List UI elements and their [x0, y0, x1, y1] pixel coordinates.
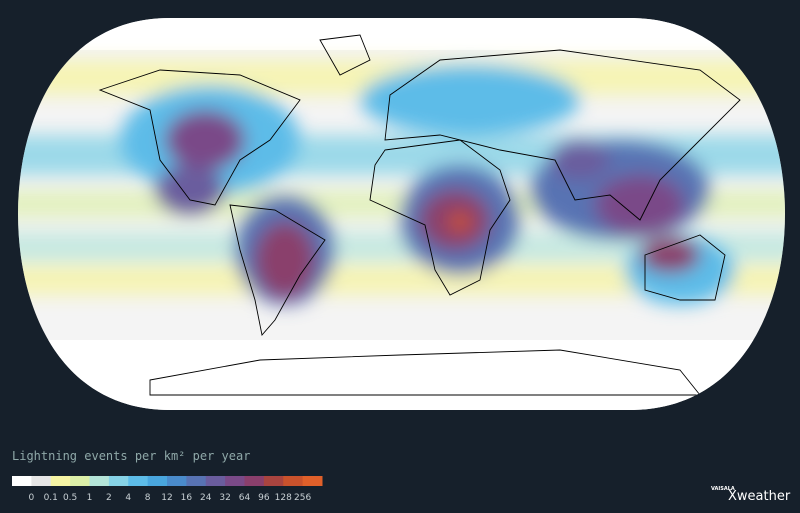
color-swatch [302, 476, 323, 486]
legend-labels: 0 0.1 0.5 1 2 4 8 12 16 24 32 64 96 128 256 [29, 493, 312, 503]
legend-label: 64 [239, 493, 251, 503]
map [18, 18, 785, 410]
legend-label: 2 [106, 493, 112, 503]
legend-label: 4 [125, 493, 131, 503]
legend-label: 256 [294, 493, 311, 503]
color-swatch [108, 476, 129, 486]
color-swatch [167, 476, 187, 486]
legend-label: 32 [219, 493, 230, 503]
color-swatch [147, 476, 168, 486]
color-swatch [205, 476, 226, 486]
color-swatch [31, 476, 52, 486]
legend-label: 24 [200, 493, 212, 503]
legend-label: 96 [258, 493, 270, 503]
color-swatch [186, 476, 207, 486]
legend-label: 0.5 [63, 493, 77, 503]
color-swatch [89, 476, 110, 486]
color-swatch [263, 476, 284, 486]
legend-label: 128 [275, 493, 292, 503]
color-swatch [244, 476, 265, 486]
color-swatch [225, 476, 245, 486]
legend-label: 16 [181, 493, 193, 503]
legend-title: Lightning events per km² per year [12, 449, 250, 463]
color-swatch [70, 476, 90, 486]
color-swatch [12, 476, 32, 486]
color-swatch [50, 476, 71, 486]
legend-label: 0.1 [44, 493, 58, 503]
legend-label: 8 [145, 493, 151, 503]
color-bar [12, 476, 323, 486]
color-swatch [128, 476, 149, 486]
color-swatch [283, 476, 304, 486]
coastlines [98, 34, 741, 396]
legend-label: 1 [87, 493, 93, 503]
logo-brand: VAISALA [711, 486, 735, 492]
logo-product: Xweather [728, 489, 791, 504]
legend-label: 12 [161, 493, 172, 503]
legend-label: 0 [29, 493, 35, 503]
